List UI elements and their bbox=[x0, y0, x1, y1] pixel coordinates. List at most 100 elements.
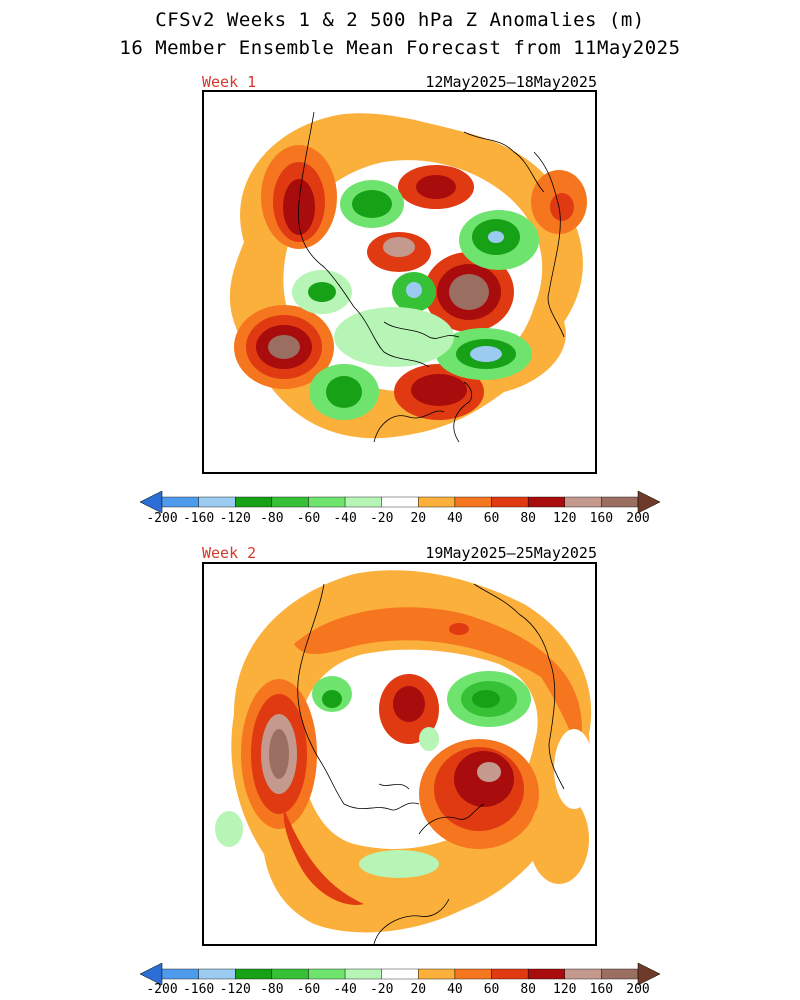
colorbar-week2 bbox=[140, 963, 660, 985]
colorbar-tick-label: -60 bbox=[296, 982, 321, 997]
colorbar-tick-label: 120 bbox=[553, 982, 577, 997]
colorbar-tick-label: -200 bbox=[146, 511, 178, 526]
colorbar-segment bbox=[564, 968, 602, 980]
colorbar-segment bbox=[601, 496, 639, 508]
colorbar-tick-label: -160 bbox=[182, 982, 215, 997]
colorbar-tick-label: 200 bbox=[626, 982, 650, 997]
anomaly-high-center-core bbox=[393, 686, 425, 722]
colorbar-tick-label: -80 bbox=[260, 982, 284, 997]
colorbar-week2-labels: -200 -160 -120 -80 -60 -40 -20 20 40 60 80 120 160 20… bbox=[140, 982, 660, 1000]
colorbar-segment bbox=[161, 496, 199, 508]
anomaly-low-northwest-core bbox=[322, 690, 342, 708]
coastlines bbox=[298, 111, 565, 443]
anomaly-low-southeast-max bbox=[470, 346, 502, 362]
colorbar-segment bbox=[235, 496, 273, 508]
colorbar-tick-label: -60 bbox=[296, 511, 321, 526]
colorbar-arrow-high bbox=[637, 963, 660, 985]
anomaly-high-east-arc bbox=[539, 654, 583, 754]
panel-week2-dates: 19May2025–25May2025 bbox=[425, 544, 597, 562]
colorbar-segment bbox=[564, 496, 602, 508]
colorbar-tick-label: -80 bbox=[260, 511, 284, 526]
colorbar-segment bbox=[271, 496, 309, 508]
anomaly-high-west-max bbox=[269, 729, 289, 779]
colorbar-tick-label: 60 bbox=[483, 982, 500, 997]
coastlines bbox=[297, 583, 565, 944]
map-week2-svg bbox=[215, 570, 594, 944]
colorbar-segment bbox=[308, 496, 346, 508]
colorbar-tick-label: -40 bbox=[333, 982, 357, 997]
colorbar-tick-label: 80 bbox=[520, 511, 536, 526]
anomaly-high-east-max bbox=[477, 762, 501, 782]
colorbar-tick-label: -120 bbox=[219, 982, 251, 997]
anomaly-high-north-core bbox=[416, 175, 456, 199]
anomaly-low-pole-max bbox=[406, 282, 422, 298]
colorbar-segment bbox=[381, 968, 419, 980]
anomaly-low-west-core bbox=[308, 282, 336, 302]
anomaly-high-west-max bbox=[268, 335, 300, 359]
colorbar-tick-label: 20 bbox=[410, 511, 427, 526]
chart-title: CFSv2 Weeks 1 & 2 500 hPa Z Anomalies (m… bbox=[155, 9, 645, 31]
anomaly-low-south bbox=[359, 850, 439, 878]
colorbar-segment bbox=[418, 968, 456, 980]
colorbar-tick-label: -20 bbox=[369, 982, 394, 997]
map-week1-svg bbox=[229, 111, 587, 443]
anomaly-high-north bbox=[449, 623, 469, 635]
colorbar-tick-label: 120 bbox=[553, 511, 577, 526]
colorbar-segment bbox=[491, 968, 529, 980]
colorbar-tick-label: 160 bbox=[589, 982, 614, 997]
colorbar-segment bbox=[527, 496, 565, 508]
anomaly-low-west bbox=[215, 811, 243, 847]
colorbar-segment bbox=[491, 496, 529, 508]
anomaly-low-southwest-core bbox=[326, 376, 362, 408]
colorbar-tick-label: -40 bbox=[333, 511, 357, 526]
panel-week1-label: Week 1 bbox=[202, 73, 257, 91]
colorbar-week1-labels: -200 -160 -120 -80 -60 -40 -20 20 40 60 80 120 160 20… bbox=[140, 511, 660, 529]
panel-week2-label: Week 2 bbox=[202, 544, 257, 562]
chart-subtitle: 16 Member Ensemble Mean Forecast from 11… bbox=[119, 37, 681, 59]
colorbar-tick-label: -200 bbox=[146, 982, 178, 997]
panel-week1-dates: 12May2025–18May2025 bbox=[425, 73, 597, 91]
colorbar-segment bbox=[418, 496, 456, 508]
colorbar-arrow-low bbox=[140, 491, 163, 513]
colorbar-tick-label: -160 bbox=[182, 511, 215, 526]
colorbar-arrow-high bbox=[637, 491, 660, 513]
colorbar-tick-label: -20 bbox=[369, 511, 394, 526]
colorbar-tick-label: 80 bbox=[520, 982, 536, 997]
colorbar-segment bbox=[454, 496, 492, 508]
anomaly-low-north-core bbox=[352, 190, 392, 218]
anomaly-low-northeast-core bbox=[472, 690, 500, 708]
anomaly-high-pole-core bbox=[383, 237, 415, 257]
colorbar-tick-label: 20 bbox=[410, 982, 427, 997]
anomaly-high-southwest-arc bbox=[283, 809, 364, 905]
colorbar-week2-segments bbox=[140, 963, 660, 985]
anomaly-high-center-max bbox=[449, 274, 489, 310]
colorbar-week1 bbox=[140, 491, 660, 513]
colorbar-segment bbox=[344, 968, 382, 980]
colorbar-segment bbox=[271, 968, 309, 980]
neutral-southeast bbox=[554, 729, 594, 809]
colorbar-segment bbox=[454, 968, 492, 980]
colorbar-tick-label: 160 bbox=[589, 511, 614, 526]
colorbar-tick-label: -120 bbox=[219, 511, 251, 526]
colorbar-segment bbox=[161, 968, 199, 980]
colorbar-segment bbox=[198, 968, 236, 980]
anomaly-low-east-max bbox=[488, 231, 504, 243]
colorbar-tick-label: 60 bbox=[483, 511, 500, 526]
colorbar-segment bbox=[381, 496, 419, 508]
colorbar-segment bbox=[344, 496, 382, 508]
anomaly-high-south-core bbox=[411, 374, 467, 406]
colorbar-tick-label: 40 bbox=[447, 982, 463, 997]
anomaly-high-north-arc bbox=[294, 607, 579, 704]
colorbar-tick-label: 200 bbox=[626, 511, 650, 526]
anomaly-low-pole bbox=[419, 727, 439, 751]
colorbar-segment bbox=[601, 968, 639, 980]
anomaly-high-southeast bbox=[529, 794, 589, 884]
colorbar-segment bbox=[308, 968, 346, 980]
anomaly-low-center bbox=[334, 307, 454, 367]
map-week1 bbox=[202, 90, 597, 474]
colorbar-tick-label: 40 bbox=[447, 511, 463, 526]
colorbar-segment bbox=[198, 496, 236, 508]
anomaly-high-east-core bbox=[550, 193, 574, 221]
map-week2 bbox=[202, 562, 597, 946]
colorbar-segment bbox=[527, 968, 565, 980]
